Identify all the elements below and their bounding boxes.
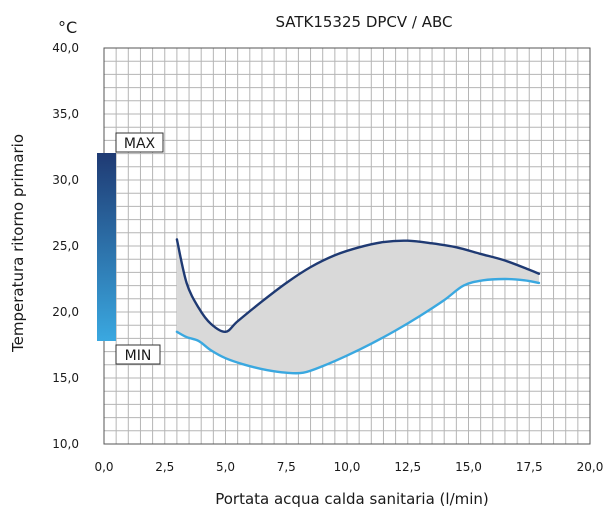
legend-max-box xyxy=(115,132,164,153)
legend-min-box xyxy=(115,344,161,365)
y-tick-label: 25,0 xyxy=(52,239,79,253)
x-tick-labels: 0,0 2,5 5,0 7,5 10,0 12,5 15,0 17,5 20,0 xyxy=(94,460,603,474)
legend: MAX MIN xyxy=(97,132,164,365)
y-tick-label: 20,0 xyxy=(52,305,79,319)
legend-gradient-bar xyxy=(97,153,116,341)
y-tick-label: 15,0 xyxy=(52,371,79,385)
x-tick-label: 15,0 xyxy=(455,460,482,474)
grid xyxy=(104,48,590,444)
x-tick-label: 2,5 xyxy=(155,460,174,474)
series-lines xyxy=(175,238,541,375)
series-line-max xyxy=(175,238,541,334)
x-axis-label: Portata acqua calda sanitaria (l/min) xyxy=(215,490,489,508)
x-tick-label: 5,0 xyxy=(216,460,235,474)
legend-max-label: MAX xyxy=(124,136,156,152)
y-tick-label: 40,0 xyxy=(52,41,79,55)
y-tick-label: 35,0 xyxy=(52,107,79,121)
y-axis-label: Temperatura ritorno primario xyxy=(9,134,27,353)
x-tick-label: 12,5 xyxy=(394,460,421,474)
series-line-min xyxy=(175,277,541,375)
y-tick-label: 10,0 xyxy=(52,437,79,451)
range-band xyxy=(176,239,539,374)
y-tick-labels: 10,0 15,0 20,0 25,0 30,0 35,0 40,0 xyxy=(52,41,79,451)
y-tick-label: 30,0 xyxy=(52,173,79,187)
x-tick-label: 10,0 xyxy=(334,460,361,474)
x-tick-label: 17,5 xyxy=(516,460,543,474)
legend-min-label: MIN xyxy=(125,348,152,364)
x-tick-label: 20,0 xyxy=(577,460,604,474)
chart-title: SATK15325 DPCV / ABC xyxy=(275,13,452,31)
y-unit-label: °C xyxy=(58,18,77,37)
x-tick-label: 7,5 xyxy=(277,460,296,474)
x-tick-label: 0,0 xyxy=(94,460,113,474)
